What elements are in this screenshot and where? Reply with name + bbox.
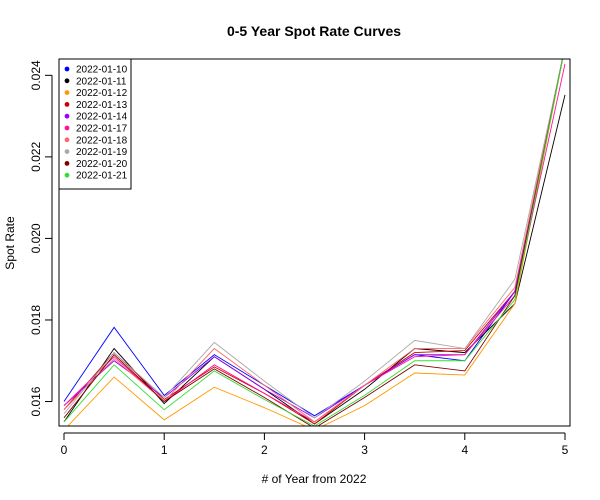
legend-label: 2022-01-21 — [76, 171, 128, 182]
y-axis-label: Spot Rate — [3, 216, 17, 270]
y-tick-label: 0.020 — [29, 223, 43, 253]
legend-label: 2022-01-20 — [76, 159, 128, 170]
series-layer — [63, 59, 566, 426]
x-axis: 0 1 2 3 4 5 — [61, 432, 569, 457]
legend-label: 2022-01-19 — [76, 147, 128, 158]
x-tick-label: 1 — [161, 443, 168, 457]
legend-label: 2022-01-18 — [76, 135, 128, 146]
legend-marker — [64, 90, 70, 95]
series-line-2022-01-17 — [63, 63, 566, 423]
x-axis-label: # of Year from 2022 — [262, 472, 367, 486]
legend-marker — [64, 172, 70, 178]
legend-marker — [64, 66, 70, 72]
legend-marker — [64, 102, 70, 107]
legend-marker — [64, 125, 70, 131]
legend-label: 2022-01-10 — [76, 65, 128, 76]
plot-frame — [58, 58, 571, 427]
series-line-2022-01-20 — [63, 59, 563, 426]
series-line-2022-01-21 — [63, 59, 564, 426]
legend-box — [58, 58, 132, 190]
y-axis: 0.016 0.018 0.020 0.022 0.024 — [29, 60, 53, 417]
x-tick-label: 0 — [61, 443, 68, 457]
x-tick-label: 5 — [562, 443, 569, 457]
chart-title: 0-5 Year Spot Rate Curves — [227, 23, 401, 39]
series-line-2022-01-19 — [63, 59, 563, 419]
legend-label: 2022-01-14 — [76, 112, 128, 123]
y-tick-label: 0.016 — [29, 386, 43, 416]
legend-marker — [64, 161, 70, 166]
x-tick-label: 4 — [461, 443, 468, 457]
legend-marker — [64, 113, 70, 119]
legend-label: 2022-01-11 — [76, 76, 127, 87]
legend-label: 2022-01-12 — [76, 88, 128, 99]
legend-marker — [64, 149, 70, 155]
series-line-2022-01-18 — [63, 59, 563, 423]
series-line-2022-01-12 — [67, 59, 564, 426]
y-tick-label: 0.024 — [29, 60, 43, 90]
series-line-2022-01-14 — [63, 59, 563, 419]
x-tick-label: 3 — [361, 443, 368, 457]
x-tick-label: 2 — [261, 443, 268, 457]
legend-marker — [64, 78, 70, 84]
legend: 2022-01-102022-01-112022-01-122022-01-13… — [58, 58, 132, 190]
legend-marker — [64, 137, 70, 143]
y-tick-label: 0.022 — [29, 142, 43, 172]
y-tick-label: 0.018 — [29, 305, 43, 335]
series-line-2022-01-10 — [63, 59, 563, 417]
series-line-2022-01-13 — [63, 59, 563, 425]
legend-label: 2022-01-13 — [76, 100, 128, 111]
legend-label: 2022-01-17 — [76, 124, 128, 135]
